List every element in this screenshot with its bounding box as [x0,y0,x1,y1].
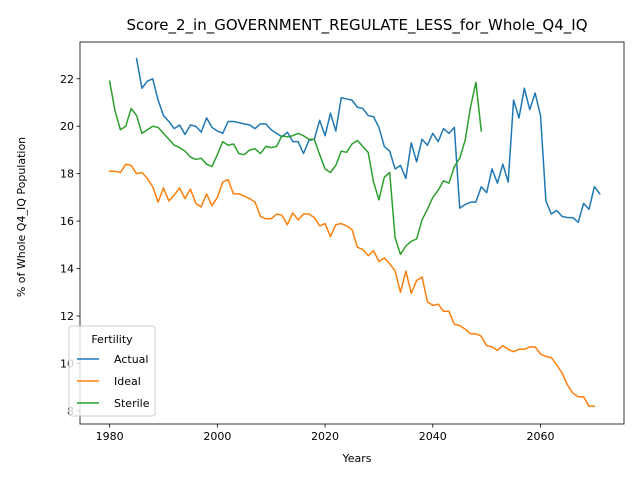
y-tick-label: 16 [60,215,74,228]
y-tick-label: 22 [60,73,74,86]
series-line-sterile [108,80,483,256]
legend-title: Fertility [91,333,133,346]
x-axis-label: Years [341,452,371,465]
chart-title: Score_2_in_GOVERNMENT_REGULATE_LESS_for_… [126,16,587,35]
x-tick-label: 2040 [419,430,447,443]
legend: Fertility Actual Ideal Sterile [68,325,156,417]
y-tick-label: 18 [60,168,74,181]
series-line-actual [135,57,601,224]
x-tick-label: 2000 [203,430,231,443]
x-tick-label: 1980 [96,430,124,443]
x-tick-label: 2020 [311,430,339,443]
y-axis-label: % of Whole Q4_IQ Population [15,137,28,297]
plot-area [79,41,625,425]
legend-label-sterile: Sterile [114,397,150,410]
series-line-ideal [108,163,596,407]
legend-box [68,325,156,417]
x-tick-label: 2060 [527,430,555,443]
x-axis: 1980 2000 2020 2040 2060 [96,424,555,443]
y-tick-label: 20 [60,120,74,133]
plot-frame [79,41,625,425]
y-tick-label: 12 [60,310,74,323]
legend-label-actual: Actual [114,353,148,366]
y-axis: 810121416182022 [60,73,80,418]
y-tick-label: 14 [60,263,74,276]
legend-label-ideal: Ideal [114,375,141,388]
